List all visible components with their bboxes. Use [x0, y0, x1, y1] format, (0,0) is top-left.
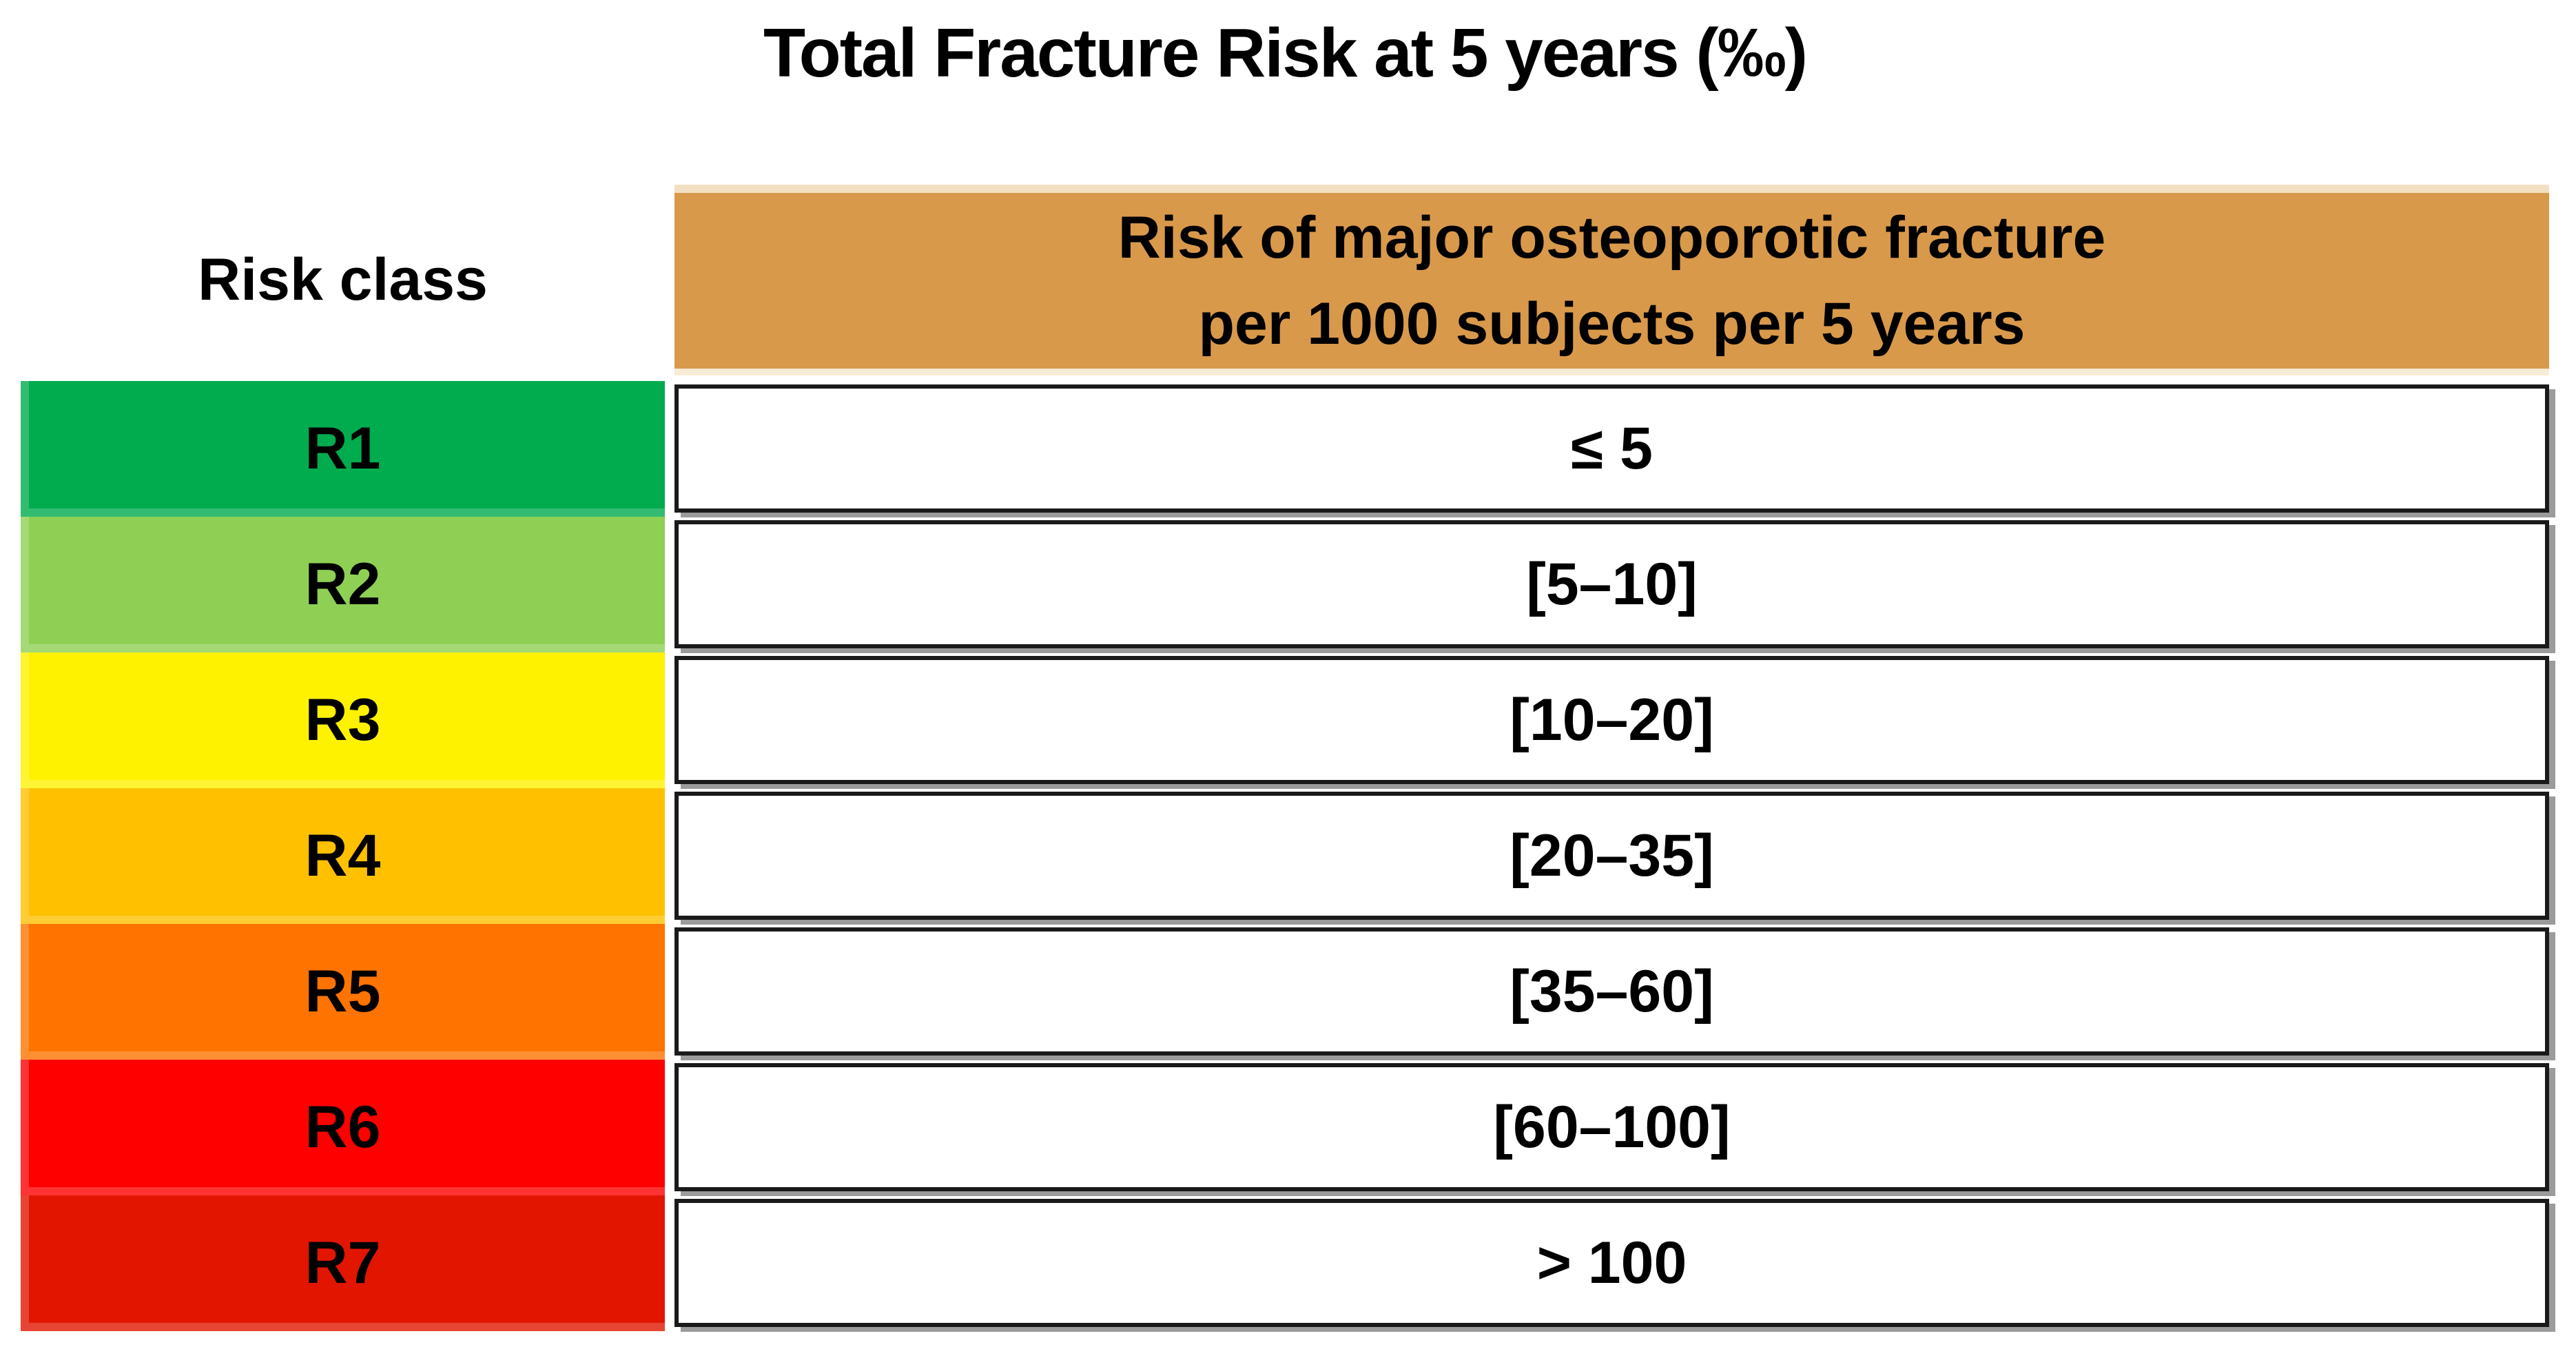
figure-title: Total Fracture Risk at 5 years (‰)	[763, 14, 1808, 92]
risk-class-cell: R2	[21, 517, 665, 652]
risk-class-cell: R6	[21, 1060, 665, 1195]
risk-class-cell: R7	[21, 1195, 665, 1331]
risk-range-cell: [35–60]	[674, 927, 2549, 1056]
column-header-risk-class: Risk class	[198, 247, 488, 313]
risk-class-cell: R5	[21, 924, 665, 1060]
risk-range-cell: [60–100]	[674, 1063, 2549, 1191]
table-row: R4 [20–35]	[21, 788, 2549, 924]
fracture-risk-header-line1: Risk of major osteoporotic fracture	[1117, 204, 2106, 271]
fracture-risk-header-line2: per 1000 subjects per 5 years	[1198, 290, 2026, 357]
risk-range-cell: > 100	[674, 1199, 2549, 1327]
table-row: R2 [5–10]	[21, 517, 2549, 652]
risk-class-cell: R3	[21, 652, 665, 788]
risk-range-cell: [5–10]	[674, 520, 2549, 648]
table-row: R7 > 100	[21, 1195, 2549, 1331]
table-row: R6 [60–100]	[21, 1060, 2549, 1195]
table-row: R5 [35–60]	[21, 924, 2549, 1060]
header-row: Risk class Risk of major osteoporotic fr…	[21, 185, 2549, 375]
risk-table: Risk class Risk of major osteoporotic fr…	[21, 185, 2549, 1331]
risk-class-cell: R4	[21, 788, 665, 924]
risk-range-cell: [10–20]	[674, 656, 2549, 784]
table-body: R1 ≤ 5 R2 [5–10] R3 [10–20] R4 [20–35] R…	[21, 381, 2549, 1331]
risk-range-cell: [20–35]	[674, 792, 2549, 920]
column-header-fracture-risk: Risk of major osteoporotic fracture per …	[674, 185, 2549, 375]
risk-range-cell: ≤ 5	[674, 384, 2549, 513]
risk-class-cell: R1	[21, 381, 665, 517]
table-row: R1 ≤ 5	[21, 381, 2549, 517]
table-row: R3 [10–20]	[21, 652, 2549, 788]
